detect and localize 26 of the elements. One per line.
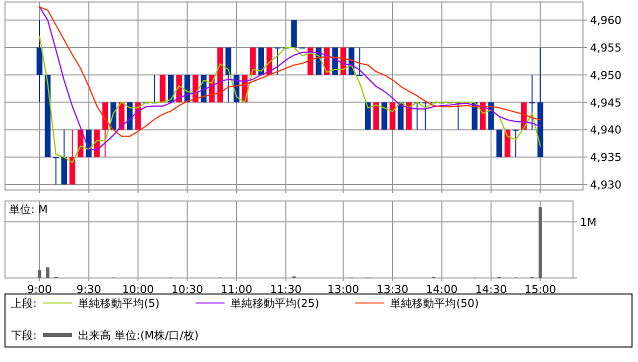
x-tick-label: 10:00 bbox=[122, 283, 154, 296]
x-tick-label: 14:30 bbox=[475, 283, 507, 296]
y-tick-label: 4,945 bbox=[590, 96, 622, 110]
legend-label: 単純移動平均(50) bbox=[390, 297, 479, 310]
legend-label: 単純移動平均(25) bbox=[230, 297, 320, 310]
y-tick-label: 4,935 bbox=[590, 151, 622, 164]
legend-label: 単純移動平均(5) bbox=[78, 297, 160, 310]
legend-title: 下段: bbox=[11, 329, 37, 342]
y-tick-label: 4,940 bbox=[590, 124, 622, 137]
y-axis-title: 単位: M bbox=[9, 203, 48, 216]
y-tick-label: 4,930 bbox=[590, 178, 622, 192]
x-tick-label: 9:00 bbox=[27, 283, 52, 296]
legend-label: 出来高 単位:(M株/口/枚) bbox=[78, 329, 199, 342]
legend-title: 上段: bbox=[11, 297, 37, 310]
y-tick-label: 4,955 bbox=[590, 41, 622, 54]
x-tick-label: 11:30 bbox=[270, 283, 302, 296]
y-tick-label: 1M bbox=[580, 216, 596, 229]
y-tick-label: 4,960 bbox=[590, 14, 622, 28]
x-tick-label: 13:30 bbox=[376, 283, 408, 296]
x-tick-label: 14:00 bbox=[426, 283, 458, 296]
y-tick-label: 4,950 bbox=[590, 68, 622, 82]
x-tick-label: 15:00 bbox=[524, 283, 556, 296]
x-tick-label: 13:00 bbox=[327, 283, 360, 296]
x-tick-label: 9:30 bbox=[76, 283, 102, 296]
x-tick-label: 10:30 bbox=[171, 283, 204, 296]
x-tick-label: 11:00 bbox=[220, 283, 252, 296]
